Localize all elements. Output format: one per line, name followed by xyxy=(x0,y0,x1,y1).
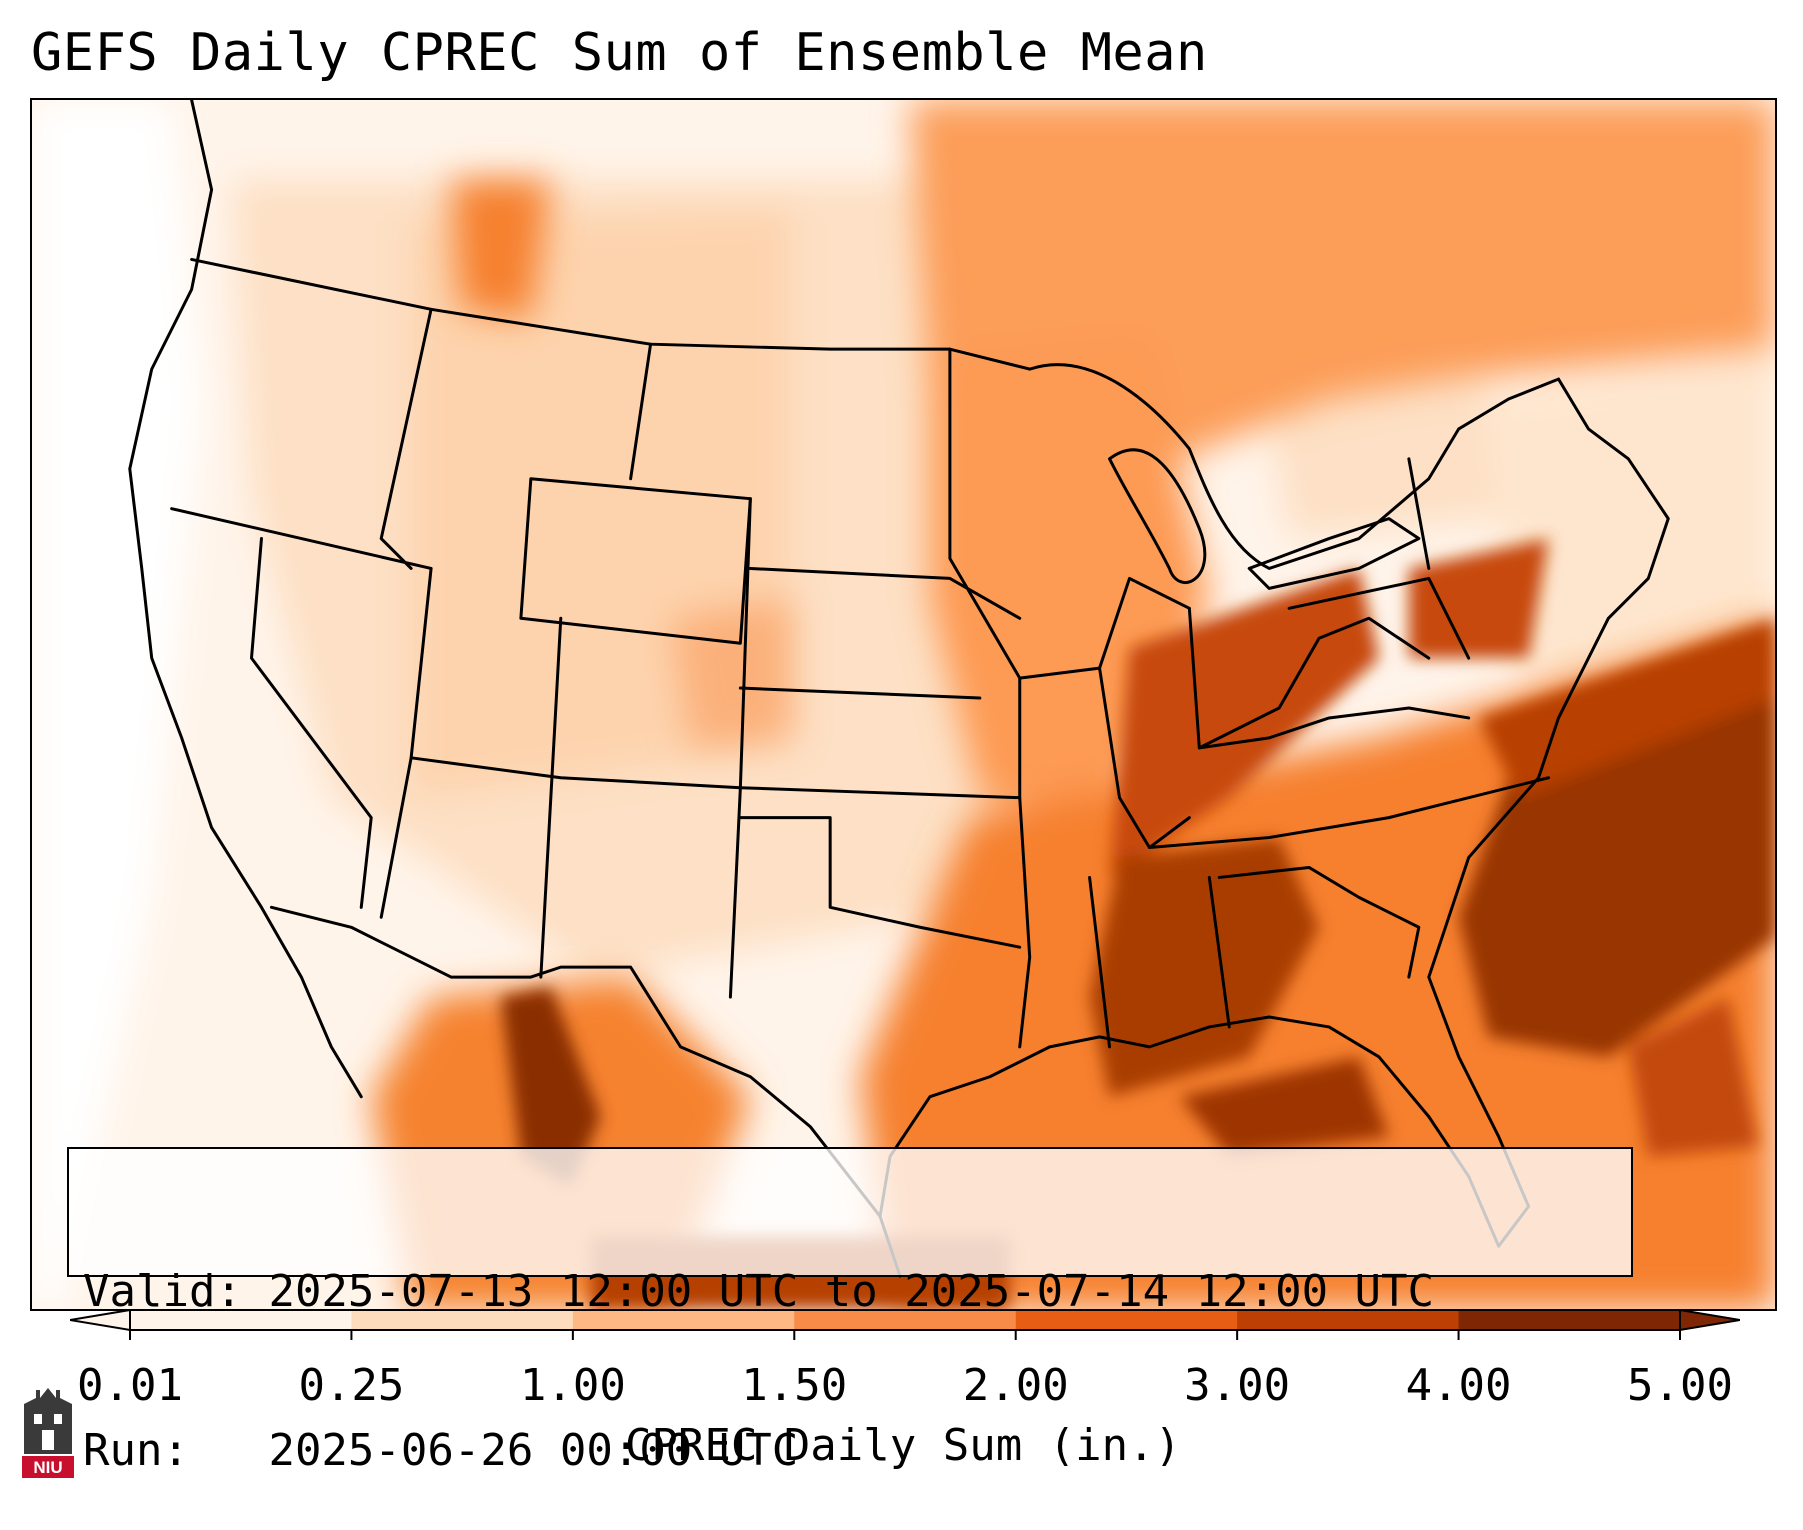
precip-shading-light xyxy=(32,100,1775,1309)
colorbar-tick-label: 3.00 xyxy=(1184,1360,1291,1411)
niu-logo: NIU xyxy=(22,1388,74,1478)
valid-run-info-box: Valid: 2025-07-13 12:00 UTC to 2025-07-1… xyxy=(67,1147,1633,1476)
precip-shading-heavy xyxy=(500,538,1775,1309)
colorbar-segment xyxy=(794,1310,1017,1330)
colorbar-segment xyxy=(1237,1310,1460,1330)
colorbar-tick-label: 1.50 xyxy=(741,1360,848,1411)
colorbar-tick-label: 4.00 xyxy=(1405,1360,1512,1411)
colorbar xyxy=(70,1310,1740,1340)
run-line: Run: 2025-06-26 00:00 UTC xyxy=(83,1424,1617,1477)
colorbar-ticks xyxy=(129,1330,1681,1340)
colorbar-tick-label: 0.01 xyxy=(77,1360,183,1411)
colorbar-extend-right xyxy=(1679,1310,1740,1332)
run-value: 2025-06-26 00:00 UTC xyxy=(268,1425,799,1476)
colorbar-extend-left xyxy=(70,1310,131,1332)
colorbar-tick-label: 0.25 xyxy=(298,1360,405,1411)
colorbar-segment xyxy=(1015,1310,1238,1330)
colorbar-tick-label: 5.00 xyxy=(1627,1360,1733,1411)
map-title: GEFS Daily CPREC Sum of Ensemble Mean xyxy=(31,23,1208,83)
colorbar-segment xyxy=(1458,1310,1681,1330)
niu-logo-text: NIU xyxy=(33,1458,62,1477)
colorbar-segment xyxy=(130,1310,352,1330)
boundary-lines xyxy=(128,100,1670,1278)
valid-value: 2025-07-13 12:00 UTC to 2025-07-14 12:00… xyxy=(268,1266,1435,1317)
colorbar-label: CPREC Daily Sum (in.) xyxy=(624,1420,1182,1471)
colorbar-tick-label: 2.00 xyxy=(962,1360,1069,1411)
colorbar-tick-label: 1.00 xyxy=(519,1360,626,1411)
run-label: Run: xyxy=(83,1425,189,1476)
map-canvas xyxy=(32,100,1775,1309)
colorbar-segment xyxy=(351,1310,574,1330)
valid-label: Valid: xyxy=(83,1266,242,1317)
valid-line: Valid: 2025-07-13 12:00 UTC to 2025-07-1… xyxy=(83,1265,1617,1318)
colorbar-segment xyxy=(572,1310,795,1330)
precipitation-map[interactable] xyxy=(30,98,1777,1311)
colorbar-segments xyxy=(129,1310,1681,1331)
